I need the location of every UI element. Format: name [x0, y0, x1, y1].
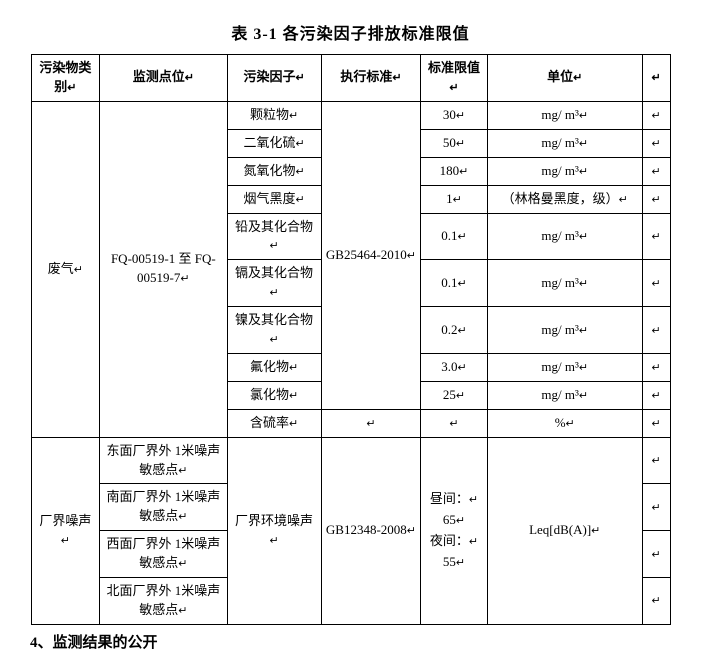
cell-limit: 50↵: [421, 129, 487, 157]
cell-spacer: ↵: [642, 185, 670, 213]
cell-noise-point: 西面厂界外 1米噪声敏感点↵: [100, 531, 227, 578]
cell-standard-air: GB25464-2010↵: [321, 101, 421, 409]
cell-standard-empty: ↵: [321, 409, 421, 437]
cell-unit: （林格曼黑度，级）↵: [487, 185, 642, 213]
cell-factor: 颗粒物↵: [227, 101, 321, 129]
cell-noise-standard: GB12348-2008↵: [321, 437, 421, 624]
cell-spacer: ↵: [642, 260, 670, 307]
cell-limit: 0.2↵: [421, 307, 487, 354]
hdr-spacer: ↵: [642, 55, 670, 102]
cell-spacer: ↵: [642, 307, 670, 354]
cell-limit: 180↵: [421, 157, 487, 185]
cell-limit: 0.1↵: [421, 213, 487, 260]
cell-limit: 3.0↵: [421, 353, 487, 381]
hdr-unit: 单位↵: [487, 55, 642, 102]
cell-spacer: ↵: [642, 578, 670, 625]
cell-noise-point: 东面厂界外 1米噪声敏感点↵: [100, 437, 227, 484]
hdr-factor: 污染因子↵: [227, 55, 321, 102]
cell-spacer: ↵: [642, 409, 670, 437]
cell-unit: mg/ m³↵: [487, 381, 642, 409]
cell-unit: mg/ m³↵: [487, 101, 642, 129]
section-heading: 4、监测结果的公开: [30, 631, 671, 652]
cell-factor: 镉及其化合物↵: [227, 260, 321, 307]
cell-limit: ↵: [421, 409, 487, 437]
cell-factor: 含硫率↵: [227, 409, 321, 437]
hdr-category: 污染物类别↵: [31, 55, 100, 102]
cell-noise-factor: 厂界环境噪声↵: [227, 437, 321, 624]
cell-spacer: ↵: [642, 213, 670, 260]
cell-spacer: ↵: [642, 157, 670, 185]
table-header-row: 污染物类别↵ 监测点位↵ 污染因子↵ 执行标准↵ 标准限值↵ 单位↵ ↵: [31, 55, 670, 102]
cell-spacer: ↵: [642, 353, 670, 381]
cell-limit: 1↵: [421, 185, 487, 213]
cell-unit: mg/ m³↵: [487, 353, 642, 381]
cell-factor: 铅及其化合物↵: [227, 213, 321, 260]
cell-limit: 25↵: [421, 381, 487, 409]
cell-unit: mg/ m³↵: [487, 129, 642, 157]
table-row: 废气↵ FQ-00519-1 至 FQ-00519-7↵ 颗粒物↵ GB2546…: [31, 101, 670, 129]
cell-unit: mg/ m³↵: [487, 260, 642, 307]
cell-factor: 氯化物↵: [227, 381, 321, 409]
table-row: 厂界噪声↵ 东面厂界外 1米噪声敏感点↵ 厂界环境噪声↵ GB12348-200…: [31, 437, 670, 484]
cell-noise-point: 北面厂界外 1米噪声敏感点↵: [100, 578, 227, 625]
cell-spacer: ↵: [642, 437, 670, 484]
cell-noise-point: 南面厂界外 1米噪声敏感点↵: [100, 484, 227, 531]
cell-limit: 30↵: [421, 101, 487, 129]
hdr-standard: 执行标准↵: [321, 55, 421, 102]
cell-spacer: ↵: [642, 129, 670, 157]
cell-unit: mg/ m³↵: [487, 157, 642, 185]
cell-noise-unit: Leq[dB(A)]↵: [487, 437, 642, 624]
cell-factor: 镍及其化合物↵: [227, 307, 321, 354]
emission-limits-table: 污染物类别↵ 监测点位↵ 污染因子↵ 执行标准↵ 标准限值↵ 单位↵ ↵ 废气↵…: [31, 54, 671, 625]
cell-monitor-air: FQ-00519-1 至 FQ-00519-7↵: [100, 101, 227, 437]
cell-spacer: ↵: [642, 484, 670, 531]
cell-unit: mg/ m³↵: [487, 213, 642, 260]
cell-factor: 二氧化硫↵: [227, 129, 321, 157]
cell-spacer: ↵: [642, 381, 670, 409]
cell-factor: 氟化物↵: [227, 353, 321, 381]
cell-unit: mg/ m³↵: [487, 307, 642, 354]
cell-factor: 烟气黑度↵: [227, 185, 321, 213]
table-title: 表 3-1 各污染因子排放标准限值: [30, 20, 671, 44]
cell-limit: 0.1↵: [421, 260, 487, 307]
cell-factor: 氮氧化物↵: [227, 157, 321, 185]
cell-unit: %↵: [487, 409, 642, 437]
cell-spacer: ↵: [642, 101, 670, 129]
cell-spacer: ↵: [642, 531, 670, 578]
cell-noise-limit: 昼间：↵ 65↵ 夜间：↵ 55↵: [421, 437, 487, 624]
hdr-monitor-point: 监测点位↵: [100, 55, 227, 102]
cell-category-noise: 厂界噪声↵: [31, 437, 100, 624]
cell-category-air: 废气↵: [31, 101, 100, 437]
hdr-limit: 标准限值↵: [421, 55, 487, 102]
